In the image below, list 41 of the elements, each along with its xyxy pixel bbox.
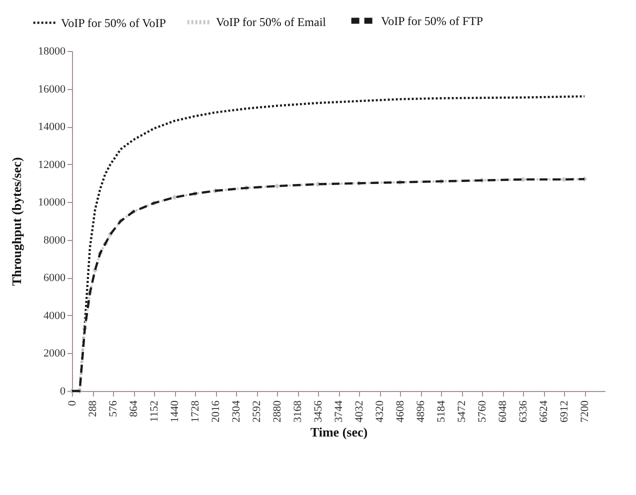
x-tick-label: 864 <box>128 400 140 417</box>
x-tick-label: 4032 <box>354 400 366 422</box>
x-tick-label: 2880 <box>272 400 284 422</box>
y-axis-title: Throughput (bytes/sec) <box>9 157 24 286</box>
y-tick-label: 4000 <box>44 310 66 322</box>
x-tick-label: 3456 <box>312 400 324 422</box>
x-tick-label: 6336 <box>518 400 530 422</box>
x-tick-label: 4320 <box>374 400 386 422</box>
x-tick-label: 5760 <box>476 400 488 422</box>
x-tick-label: 3744 <box>333 400 345 422</box>
x-tick-label: 1440 <box>169 400 181 422</box>
x-tick-label: 4608 <box>394 400 406 422</box>
y-tick-label: 2000 <box>44 348 66 360</box>
x-tick-label: 2304 <box>230 400 242 422</box>
x-tick-label: 1728 <box>190 400 202 422</box>
y-tick-label: 10000 <box>38 196 66 209</box>
y-tick-label: 12000 <box>38 158 66 171</box>
x-axis-title: Time (sec) <box>310 424 368 440</box>
x-tick-label: 5184 <box>436 400 448 422</box>
legend-label: VoIP for 50% of VoIP <box>61 16 166 30</box>
legend-label: VoIP for 50% of Email <box>216 15 327 30</box>
x-tick-label: 7200 <box>579 400 591 422</box>
y-tick-label: 8000 <box>44 234 66 246</box>
x-tick-label: 5472 <box>456 400 468 422</box>
y-tick-label: 6000 <box>44 272 66 284</box>
legend-label: VoIP for 50% of FTP <box>381 14 484 28</box>
x-tick-label: 288 <box>87 400 99 417</box>
x-tick-label: 1152 <box>148 400 160 422</box>
x-tick-label: 6624 <box>538 400 550 422</box>
y-tick-label: 18000 <box>38 46 66 58</box>
x-tick-label: 6912 <box>558 400 570 422</box>
x-tick-label: 2016 <box>210 400 222 422</box>
y-tick-label: 14000 <box>38 121 66 134</box>
y-tick-label: 0 <box>60 386 66 398</box>
x-tick-label: 3168 <box>292 400 304 422</box>
x-tick-label: 2592 <box>251 400 263 422</box>
x-tick-label: 0 <box>66 400 78 406</box>
x-tick-label: 576 <box>108 400 120 417</box>
y-tick-label: 16000 <box>38 83 66 96</box>
x-tick-label: 6048 <box>497 400 509 422</box>
x-tick-label: 4896 <box>415 400 427 422</box>
